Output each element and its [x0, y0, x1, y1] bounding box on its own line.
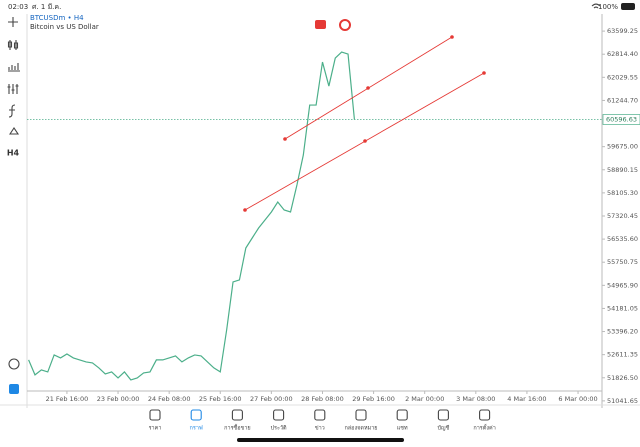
chart-title: BTCUSDm • H4 [30, 14, 84, 22]
y-tick-label: 59675.00 [607, 143, 638, 151]
tab-icon[interactable] [149, 409, 161, 421]
tab-label[interactable]: บัญชี [437, 425, 449, 432]
status-battery: 100% [598, 3, 618, 11]
tab-bar: ราคา กราฟ การซื้อขาย ประวัติ ข่าว กล่องจดหมาย… [149, 409, 496, 432]
y-tick-label: 63599.25 [607, 27, 638, 35]
tab-icon[interactable] [231, 409, 243, 421]
crosshair-tool[interactable] [8, 17, 18, 27]
tab[interactable]: กล่องจดหมาย [344, 409, 378, 432]
x-tick-label: 29 Feb 16:00 [352, 395, 395, 403]
current-price-label: 60596.63 [606, 116, 637, 124]
y-tick-label: 51041.65 [607, 397, 638, 405]
tab-icon[interactable] [479, 409, 491, 421]
tab-icon[interactable] [396, 409, 408, 421]
tab-label[interactable]: แชท [397, 425, 408, 432]
tab[interactable]: ข่าว [314, 409, 326, 432]
x-tick-label: 24 Feb 08:00 [148, 395, 191, 403]
y-tick-label: 58890.15 [607, 166, 638, 174]
timeframe-button[interactable]: H4 [7, 149, 20, 158]
y-tick-label: 54965.90 [607, 281, 638, 289]
tab[interactable]: ราคา [149, 409, 162, 432]
settings-tool[interactable] [7, 84, 19, 94]
y-tick-label: 62029.55 [607, 73, 638, 81]
tab-icon[interactable] [437, 409, 449, 421]
trend-lines [243, 35, 486, 212]
chart-subtitle: Bitcoin vs US Dollar [30, 23, 99, 31]
indicators-tool[interactable] [8, 104, 16, 118]
trend-handle[interactable] [482, 71, 486, 75]
y-tick-label: 56535.60 [607, 235, 638, 243]
y-tick-label: 54181.05 [607, 304, 638, 312]
trend-handle[interactable] [243, 208, 247, 212]
trend-handle[interactable] [283, 137, 287, 141]
current-price-box [602, 114, 640, 125]
tab-icon[interactable] [314, 409, 326, 421]
x-tick-label: 4 Mar 16:00 [507, 395, 546, 403]
y-tick-label: 55750.75 [607, 258, 638, 266]
trend-handle[interactable] [450, 35, 454, 39]
battery-icon [621, 3, 635, 10]
tab[interactable]: แชท [396, 409, 408, 432]
tab-icon[interactable] [273, 409, 285, 421]
tab-label[interactable]: การซื้อขาย [224, 424, 250, 432]
x-tick-label: 27 Feb 00:00 [250, 395, 293, 403]
x-tick-label: 6 Mar 00:00 [558, 395, 597, 403]
tab-icon[interactable] [355, 409, 367, 421]
x-tick-label: 23 Feb 00:00 [97, 395, 140, 403]
zoom-tool[interactable] [8, 358, 20, 370]
trend-handle[interactable] [363, 139, 367, 143]
tab-label[interactable]: ประวัติ [271, 425, 287, 432]
plot-area: 63599.25 62814.40 62029.55 61244.70 59675.00… [27, 27, 640, 405]
tab[interactable]: การซื้อขาย [224, 409, 251, 432]
tab-label[interactable]: ข่าว [315, 426, 325, 432]
y-tick-label: 53396.20 [607, 328, 638, 336]
trade-tool[interactable] [9, 384, 19, 394]
x-tick-label: 3 Mar 08:00 [456, 395, 495, 403]
y-tick-label: 51826.50 [607, 374, 638, 382]
tab-label[interactable]: กราฟ [190, 425, 203, 432]
tab[interactable]: กราฟ [190, 409, 203, 432]
tab[interactable]: ประวัติ [271, 409, 287, 432]
status-time: 02:03 [8, 3, 28, 11]
tab[interactable]: การตั้งค่า [473, 409, 496, 432]
x-tick-label: 28 Feb 08:00 [301, 395, 344, 403]
tab-icon[interactable] [190, 409, 202, 421]
x-tick-label: 2 Mar 00:00 [405, 395, 444, 403]
y-tick-label: 58105.30 [607, 189, 638, 197]
left-toolbar: H4 [7, 17, 20, 394]
indicator-badge[interactable] [339, 19, 351, 31]
price-line [28, 51, 356, 381]
tab-label[interactable]: กล่องจดหมาย [344, 426, 377, 432]
home-indicator [237, 438, 404, 442]
trend-handle[interactable] [366, 86, 370, 90]
chart-type-tool[interactable] [7, 40, 19, 50]
y-tick-label: 62814.40 [607, 50, 638, 58]
tab-label[interactable]: การตั้งค่า [473, 424, 495, 432]
tab-label[interactable]: ราคา [149, 426, 162, 432]
y-tick-label: 61244.70 [607, 96, 638, 104]
x-tick-label: 21 Feb 16:00 [46, 395, 89, 403]
objects-tool[interactable] [8, 127, 20, 135]
x-tick-label: 25 Feb 16:00 [199, 395, 242, 403]
y-tick-label: 57320.45 [607, 212, 638, 220]
tab[interactable]: บัญชี [437, 409, 450, 432]
volume-tool[interactable] [8, 63, 20, 72]
status-date: ศ. 1 มี.ค. [32, 3, 61, 11]
trade-badge[interactable] [315, 20, 326, 29]
y-tick-label: 52611.35 [607, 351, 638, 359]
wifi-icon [591, 3, 601, 9]
